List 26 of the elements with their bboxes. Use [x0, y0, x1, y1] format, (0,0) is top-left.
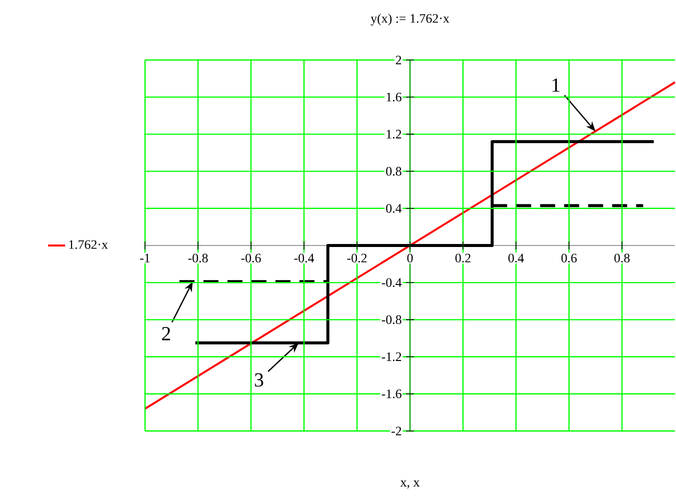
y-tick-label: 0.4 — [386, 204, 402, 213]
y-tick-label: -0.4 — [382, 278, 402, 287]
x-tick-label: 0.4 — [508, 254, 524, 262]
y-tick-label: -0.8 — [382, 315, 402, 324]
legend-label: 1.762·x — [69, 240, 108, 249]
y-tick-label: 0.8 — [386, 166, 402, 176]
annotation: 3 — [254, 373, 264, 387]
x-tick-label: -0.8 — [188, 254, 208, 262]
y-tick-label: 1.6 — [386, 92, 402, 102]
x-tick-label: 0.2 — [455, 254, 470, 262]
annotation: 2 — [162, 327, 170, 340]
x-tick-label: -0.4 — [294, 254, 314, 262]
y-tick-label: -1.2 — [382, 352, 402, 362]
y-tick-label: 2 — [396, 56, 402, 64]
y-tick-label: -2 — [392, 426, 402, 436]
x-axis-title: x, x — [400, 480, 420, 488]
x-tick-label: 0 — [407, 254, 413, 262]
x-tick-label: -1 — [140, 254, 150, 262]
y-tick-label: 1.2 — [386, 130, 402, 139]
chart-title: y(x) := 1.762·x — [370, 14, 450, 26]
x-tick-label: 0.8 — [614, 254, 630, 262]
x-tick-label: 0.6 — [561, 254, 577, 262]
y-tick-label: -1.6 — [382, 390, 402, 398]
annotation: 1 — [552, 78, 560, 92]
x-tick-label: -0.2 — [347, 254, 367, 262]
x-tick-label: -0.6 — [241, 254, 261, 262]
